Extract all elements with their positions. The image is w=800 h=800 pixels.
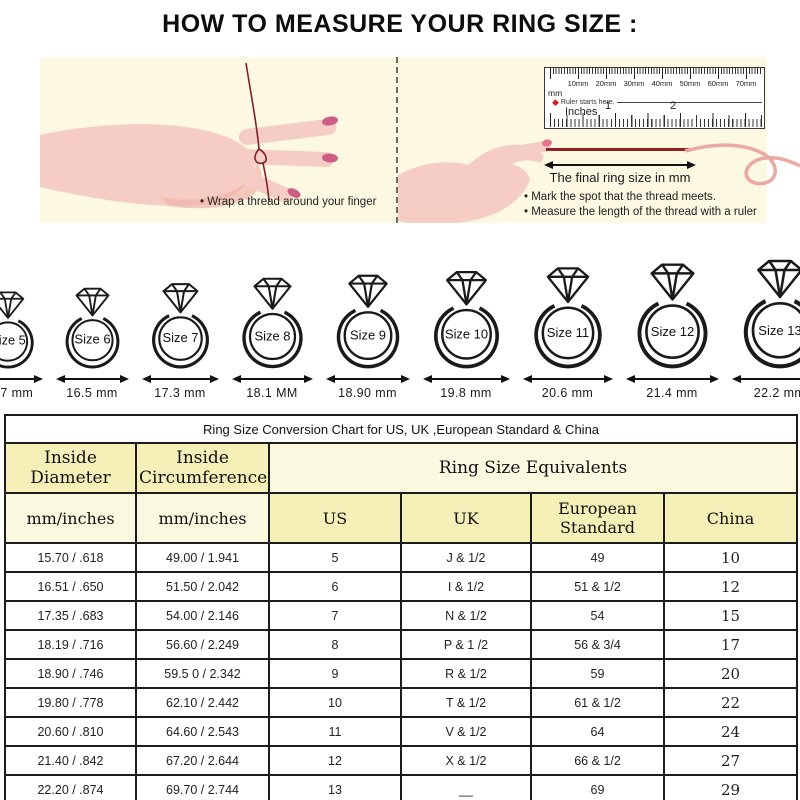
svg-text:Size 13: Size 13 [758, 323, 800, 338]
ring-icon: Size 11 [533, 267, 602, 369]
table-row: 17.35 / .683 54.00 / 2.146 7 N & 1/2 54 15 [4, 600, 799, 631]
diameter-arrow [522, 374, 613, 384]
table-title-row: Ring Size Conversion Chart for US, UK ,E… [3, 414, 799, 444]
ring-diagram-size11: Size 11 20.6 mm [522, 260, 613, 400]
table-title: Ring Size Conversion Chart for US, UK ,E… [3, 414, 799, 444]
ruler-mm-labels: 10mm 20mm 30mm 40mm 50mm 60mm 70mm [567, 79, 757, 88]
hand-with-thread-illustration [40, 62, 338, 209]
ring-diagram-size7: Size 7 17.3 mm [141, 277, 219, 400]
ring-diagram-size10: Size 10 19.8 mm [422, 264, 510, 400]
ring-icon: Size 12 [637, 263, 707, 369]
ring-size-diagrams: Size 5 15.7 mm Size 6 16.5 mm Size 7 17.… [0, 238, 800, 400]
ruler: 10mm 20mm 30mm 40mm 50mm 60mm 70mm mm ◆ … [544, 67, 765, 129]
ruler-inch-number-1: 1 [605, 100, 612, 112]
svg-text:Size 12: Size 12 [650, 324, 693, 339]
diameter-arrow [0, 374, 43, 384]
red-diamond-marker-icon: ◆ [552, 97, 559, 107]
ring-icon: Size 10 [433, 270, 499, 369]
table-row: 20.60 / .810 64.60 / 2.543 11 V & 1/2 64 24 [4, 716, 799, 747]
ruler-inch-major-ticks [550, 113, 762, 127]
ring-diagram-size6: Size 6 16.5 mm [55, 282, 129, 400]
svg-text:Size 7: Size 7 [162, 330, 198, 345]
panel-wrap-thread: • Wrap a thread around your finger [40, 57, 396, 223]
instruction-panels: • Wrap a thread around your finger 10mm … [40, 57, 800, 223]
table-row: 19.80 / .778 62.10 / 2.442 10 T & 1/2 61 & 1… [4, 687, 799, 718]
ring-diameter-label: 20.6 mm [541, 386, 594, 400]
ring-icon: Size 8 [241, 277, 303, 369]
ruler-starts-here: ◆ Ruler starts here. [552, 98, 762, 107]
table-header-row: Inside Diameter Inside Circumference Rin… [4, 442, 799, 494]
thread-curl-illustration [684, 143, 800, 186]
subheader-european-standard: European Standard [530, 492, 665, 544]
table-row: 18.90 / .746 59.5 0 / 2.342 9 R & 1/2 59 20 [4, 658, 799, 689]
diameter-arrow [625, 374, 719, 384]
thread-line [245, 62, 270, 202]
ring-diagram-size5: Size 5 15.7 mm [0, 286, 43, 400]
measure-length-caption: • Measure the length of the thread with … [524, 206, 757, 218]
ring-icon: Size 6 [65, 287, 119, 369]
diameter-arrow [422, 374, 510, 384]
subheader-china: China [662, 492, 799, 544]
ring-icon: Size 13 [743, 259, 800, 369]
svg-text:Size 10: Size 10 [444, 326, 487, 341]
ring-diameter-label: 18.90 mm [338, 386, 397, 400]
header-ring-size-equivalents: Ring Size Equivalents [267, 442, 799, 494]
table-row: 16.51 / .650 51.50 / 2.042 6 I & 1/2 51 & 1/… [4, 571, 799, 602]
diameter-arrow [141, 374, 219, 384]
table-row: 15.70 / .618 49.00 / 1.941 5 J & 1/2 49 10 [4, 542, 799, 573]
final-size-arrow [544, 160, 696, 170]
ring-diagram-size9: Size 9 18.90 mm [325, 268, 410, 400]
svg-text:Size 6: Size 6 [74, 332, 110, 347]
header-inside-circumference: Inside Circumference [135, 442, 270, 494]
ring-diameter-label: 16.5 mm [66, 386, 118, 400]
svg-text:Size 11: Size 11 [546, 325, 588, 340]
wrap-thread-caption: • Wrap a thread around your finger [200, 196, 377, 208]
svg-text:Size 9: Size 9 [349, 327, 385, 342]
diameter-arrow [231, 374, 313, 384]
ring-icon: Size 5 [0, 291, 34, 369]
ring-diameter-label: 18.1 MM [246, 386, 298, 400]
ruler-inch-number-2: 2 [670, 100, 677, 112]
diameter-arrow [325, 374, 410, 384]
svg-text:Size 5: Size 5 [0, 333, 25, 348]
subheader-mm-inches-circumference: mm/inches [135, 492, 270, 544]
svg-text:Size 8: Size 8 [254, 328, 290, 343]
diameter-arrow [731, 374, 800, 384]
pointing-hand-illustration [398, 139, 552, 223]
ring-diameter-label: 19.8 mm [440, 386, 492, 400]
subheader-uk: UK [400, 492, 532, 544]
subheader-us: US [268, 492, 402, 544]
ring-icon: Size 9 [336, 274, 399, 369]
ring-diagram-size8: Size 8 18.1 MM [231, 271, 313, 400]
ring-icon: Size 7 [151, 283, 209, 369]
final-size-label: The final ring size in mm [549, 170, 691, 185]
ring-diameter-label: 22.2 mm [753, 386, 800, 400]
ruler-mm-major-ticks [550, 68, 761, 79]
mark-spot-caption: • Mark the spot that the thread meets. [524, 191, 716, 203]
table-subheader-row: mm/inches mm/inches US UK European Stand… [4, 492, 799, 544]
page-title: HOW TO MEASURE YOUR RING SIZE : [162, 10, 638, 38]
ring-diagram-size13: Size 13 22.2 mm [731, 252, 800, 400]
table-row: 21.40 / .842 67.20 / 2.644 12 X & 1/2 66 & 1… [4, 745, 799, 776]
header-inside-diameter: Inside Diameter [4, 442, 137, 494]
ruler-midline [616, 101, 762, 104]
ring-diameter-label: 17.3 mm [154, 386, 206, 400]
fingernails [287, 116, 338, 198]
diameter-arrow [55, 374, 129, 384]
ring-diameter-label: 21.4 mm [646, 386, 698, 400]
measured-thread-line [546, 148, 693, 151]
table-row: 22.20 / .874 69.70 / 2.744 13 __ 69 29 [4, 774, 799, 800]
ring-diagram-size12: Size 12 21.4 mm [625, 256, 719, 400]
subheader-mm-inches-diameter: mm/inches [4, 492, 137, 544]
panel-measure-ruler: 10mm 20mm 30mm 40mm 50mm 60mm 70mm mm ◆ … [396, 57, 800, 223]
ring-size-conversion-table: Ring Size Conversion Chart for US, UK ,E… [3, 414, 799, 800]
ring-diameter-label: 15.7 mm [0, 386, 34, 400]
ruler-mm-unit-label: mm [548, 88, 563, 98]
table-row: 18.19 / .716 56.60 / 2.249 8 P & 1 /2 56 & 3… [4, 629, 799, 660]
